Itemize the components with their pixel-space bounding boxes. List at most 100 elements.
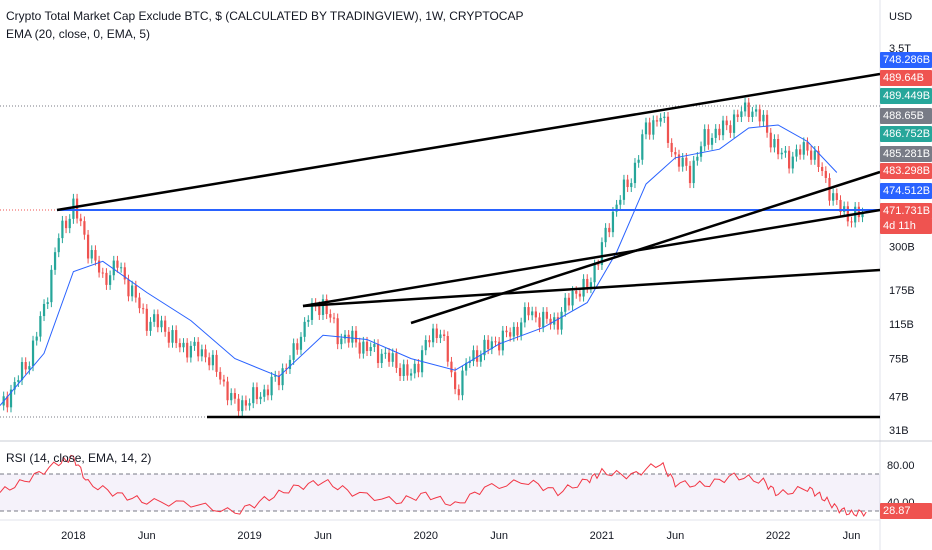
candle-body xyxy=(244,400,248,406)
candle-body xyxy=(259,396,262,400)
candle-body xyxy=(296,343,299,350)
y-tick-label: 300B xyxy=(889,242,915,254)
candle-body xyxy=(703,129,706,147)
candle-body xyxy=(233,393,237,399)
candle-body xyxy=(237,398,240,412)
candle-body xyxy=(531,311,534,316)
candle-body xyxy=(116,260,119,268)
candle-body xyxy=(740,111,743,118)
candle-body xyxy=(861,212,864,218)
candle-body xyxy=(439,334,442,339)
candle-body xyxy=(626,179,629,188)
candle-body xyxy=(619,199,622,205)
upper-channel-line[interactable] xyxy=(56,72,881,212)
candle-body xyxy=(685,157,688,166)
y-tick-label: 75B xyxy=(889,354,909,366)
candle-body xyxy=(648,122,651,135)
candle-body xyxy=(31,340,35,367)
candle-body xyxy=(127,279,130,297)
candle-body xyxy=(160,320,163,328)
trendline-2019-high[interactable] xyxy=(302,268,881,308)
candle-body xyxy=(369,347,372,352)
x-tick-label: Jun xyxy=(843,530,861,542)
candle-body xyxy=(50,269,53,303)
candle-body xyxy=(608,227,611,233)
x-tick-labels: 2018 Jun 2019 Jun 2020 Jun 2021 Jun 2022 Jun xyxy=(61,530,860,542)
price-label: 485.281B xyxy=(880,146,932,162)
candle-body xyxy=(193,341,196,346)
candle-body xyxy=(431,328,435,343)
candle-body xyxy=(821,166,824,171)
candle-body xyxy=(208,357,211,366)
rsi-band xyxy=(0,474,880,511)
candle-body xyxy=(729,125,732,133)
candle-body xyxy=(659,117,662,122)
candle-body xyxy=(75,198,79,219)
candle-body xyxy=(46,302,49,304)
candle-body xyxy=(560,311,563,330)
candle-body xyxy=(310,302,314,320)
candle-body xyxy=(604,227,607,243)
candle-body xyxy=(721,120,725,136)
candle-body xyxy=(428,340,431,343)
candle-body xyxy=(754,109,758,112)
candle-body xyxy=(6,396,9,408)
candle-body xyxy=(839,199,842,212)
candle-body xyxy=(663,116,666,118)
candle-body xyxy=(120,267,123,269)
candle-body xyxy=(86,234,90,259)
candle-body xyxy=(501,330,504,351)
candle-body xyxy=(817,150,820,167)
candle-body xyxy=(714,128,717,138)
x-tick-label: Jun xyxy=(314,530,332,542)
drawings-group[interactable] xyxy=(56,72,881,419)
candle-body xyxy=(652,120,655,135)
candle-body xyxy=(303,321,306,337)
candle-body xyxy=(365,341,369,352)
candle-body xyxy=(769,132,772,148)
candle-body xyxy=(285,368,288,370)
candle-body xyxy=(321,299,325,315)
rsi-line xyxy=(0,454,867,517)
candle-body xyxy=(806,142,809,151)
candle-body xyxy=(197,341,200,357)
candle-body xyxy=(226,381,229,401)
candle-body xyxy=(266,389,270,396)
candle-body xyxy=(64,220,68,229)
candle-body xyxy=(630,183,633,188)
candle-body xyxy=(90,250,93,259)
price-label: 489.449B xyxy=(880,88,932,104)
candle-body xyxy=(586,278,589,289)
candle-body xyxy=(219,371,222,380)
candle-body xyxy=(277,375,281,386)
ema-legend[interactable]: EMA (20, close, 0, EMA, 5) xyxy=(6,27,151,41)
candle-body xyxy=(149,321,152,331)
candle-body xyxy=(773,139,776,148)
rsi-tick-labels: 80.0040.00 xyxy=(887,460,915,509)
trendline-2019-high-rising[interactable] xyxy=(302,208,881,308)
candle-body xyxy=(538,317,541,328)
chart-title[interactable]: Crypto Total Market Cap Exclude BTC, $ (… xyxy=(6,9,524,23)
candle-body xyxy=(153,314,156,322)
candle-body xyxy=(72,198,75,219)
candle-body xyxy=(189,345,192,358)
candle-body xyxy=(516,326,519,336)
candle-body xyxy=(505,330,508,333)
candle-body xyxy=(376,343,380,364)
candle-body xyxy=(732,114,736,133)
currency-label: USD xyxy=(889,11,912,23)
candle-body xyxy=(670,142,673,153)
candle-body xyxy=(736,114,739,118)
candle-body xyxy=(765,114,769,133)
y-tick-label: 175B xyxy=(889,285,915,297)
rsi-legend[interactable]: RSI (14, close, EMA, 14, 2) xyxy=(6,451,152,465)
candle-body xyxy=(498,341,501,351)
candle-body xyxy=(134,285,137,298)
trendline-2020-rising[interactable] xyxy=(410,170,881,325)
candle-body xyxy=(468,361,471,363)
price-label: 489.64B xyxy=(880,70,932,86)
candle-body xyxy=(145,308,148,331)
